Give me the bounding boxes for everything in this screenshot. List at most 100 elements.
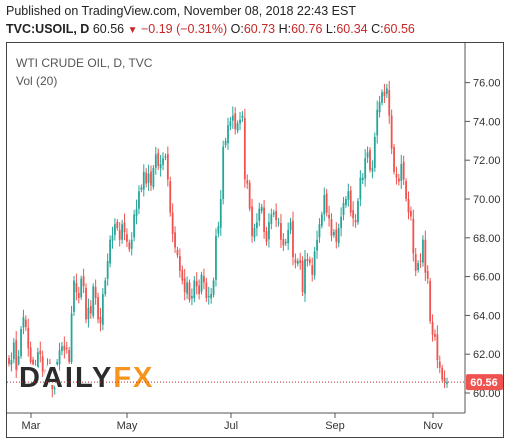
- candle-body: [296, 261, 299, 264]
- y-tick-label: 72.00: [473, 155, 501, 167]
- candle-body: [328, 214, 330, 219]
- candle-body: [12, 342, 15, 360]
- low-value: 60.34: [336, 22, 368, 36]
- candle-body: [236, 123, 239, 131]
- x-tick-label: May: [117, 420, 138, 432]
- candle-body: [53, 373, 56, 390]
- candle-body: [51, 373, 54, 390]
- candle-body: [275, 211, 278, 221]
- candle-body: [164, 156, 167, 158]
- logo-text: DAILYFX: [19, 362, 154, 394]
- candle-body: [15, 340, 18, 370]
- candle-body: [183, 278, 186, 293]
- candle-body: [190, 296, 193, 299]
- candle-body: [248, 182, 251, 209]
- candle-body: [195, 281, 198, 287]
- candle-body: [407, 199, 410, 213]
- candle-body: [97, 297, 99, 320]
- high-value: 60.76: [291, 22, 323, 36]
- price-chart[interactable]: WTI CRUDE OIL, D, TVC Vol (20) 60.00 62.0…: [7, 43, 503, 437]
- candle-body: [345, 199, 347, 206]
- candle-body: [99, 316, 102, 324]
- candle-body: [388, 89, 391, 116]
- candle-body: [210, 294, 213, 299]
- candle-body: [169, 181, 172, 213]
- candle-body: [260, 206, 263, 212]
- candle-body: [364, 158, 367, 179]
- candle-body: [121, 224, 124, 240]
- candle-body: [142, 171, 145, 190]
- candle-body: [443, 377, 446, 382]
- candle-body: [330, 219, 333, 236]
- y-tick-label: 64.00: [473, 310, 501, 322]
- candle-body: [268, 222, 270, 240]
- candle-body: [395, 174, 398, 178]
- candle-body: [198, 285, 201, 295]
- candle-body: [92, 286, 95, 316]
- candle-body: [118, 229, 121, 240]
- candle-body: [347, 191, 350, 200]
- candle-body: [385, 88, 388, 94]
- candle-body: [87, 307, 90, 320]
- candle-body: [320, 214, 323, 226]
- close-label: C:: [371, 22, 384, 36]
- candle-body: [41, 356, 44, 372]
- candle-body: [224, 140, 227, 146]
- quote-line: TVC:USOIL, D 60.56 ▼ −0.19 (−0.31%) O:60…: [6, 22, 415, 36]
- chart-frame[interactable]: WTI CRUDE OIL, D, TVC Vol (20) 60.00 62.0…: [6, 42, 504, 438]
- candle-body: [159, 164, 162, 169]
- candle-body: [205, 282, 208, 298]
- candle-body: [166, 153, 169, 180]
- candle-body: [400, 164, 403, 181]
- candle-body: [20, 328, 22, 357]
- candle-body: [366, 152, 369, 158]
- candle-body: [349, 190, 352, 213]
- candle-body: [75, 282, 78, 293]
- candle-body: [282, 238, 285, 246]
- candle-body: [429, 280, 432, 322]
- candle-body: [65, 347, 68, 349]
- candle-body: [229, 121, 232, 127]
- y-tick-label: 70.00: [473, 194, 501, 206]
- candle-body: [145, 172, 148, 184]
- x-tick-label: Mar: [22, 420, 41, 432]
- candle-body: [332, 231, 335, 236]
- candle-body: [227, 125, 229, 144]
- candle-body: [109, 239, 111, 264]
- candle-body: [402, 161, 405, 180]
- candle-body: [176, 249, 179, 256]
- close-value: 60.56: [383, 22, 415, 36]
- candle-body: [133, 214, 136, 238]
- symbol-label: TVC:USOIL, D: [6, 22, 90, 36]
- candle-body: [58, 350, 61, 365]
- candle-body: [128, 242, 131, 250]
- open-label: O:: [230, 22, 244, 36]
- candle-body: [316, 239, 318, 251]
- candle-body: [106, 261, 109, 279]
- candle-body: [376, 109, 379, 136]
- candle-body: [174, 232, 176, 248]
- candle-body: [231, 115, 234, 121]
- last-price-badge: [466, 374, 503, 391]
- candle-body: [147, 173, 150, 183]
- candle-body: [154, 154, 157, 168]
- candle-body: [354, 219, 357, 223]
- candle-body: [243, 117, 246, 180]
- candle-body: [140, 187, 143, 190]
- candle-body: [436, 334, 439, 361]
- candle-body: [215, 235, 217, 280]
- candle-body: [111, 235, 114, 241]
- candle-body: [113, 224, 116, 236]
- last-price-badge-text: 60.56: [470, 377, 498, 389]
- candle-body: [337, 228, 340, 244]
- candle-body: [263, 207, 266, 232]
- candle-body: [68, 349, 71, 362]
- price-axis: 60.00 62.00 64.00 66.00 68.00 70.00 72.00 74.00…: [465, 78, 501, 400]
- candle-body: [412, 218, 415, 254]
- down-triangle-icon: ▼: [127, 25, 138, 36]
- low-label: L:: [325, 22, 337, 36]
- candle-body: [32, 359, 34, 366]
- candle-body: [361, 177, 364, 180]
- candle-body: [426, 271, 429, 279]
- candle-body: [255, 222, 258, 229]
